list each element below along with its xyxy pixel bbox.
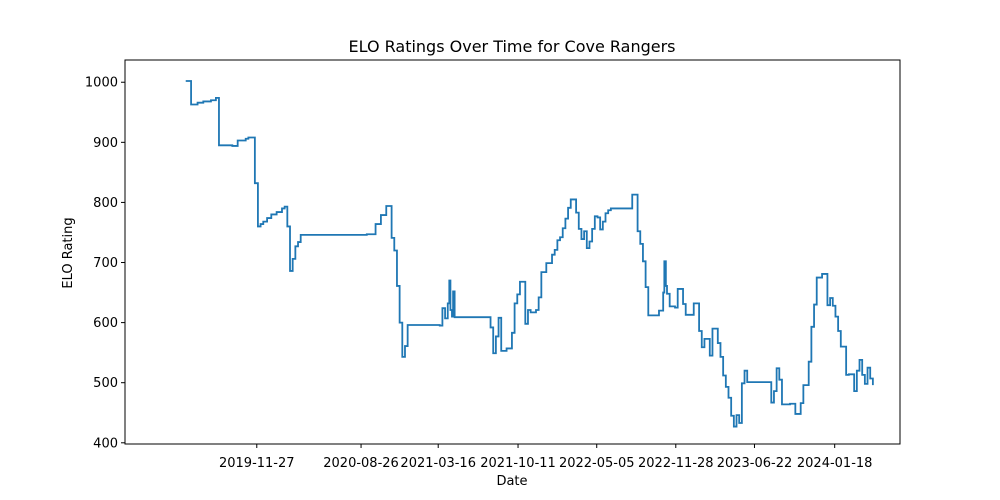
x-tick-label: 2021-10-11 bbox=[480, 456, 556, 471]
axes-frame bbox=[124, 59, 901, 445]
y-tick-label: 600 bbox=[93, 316, 118, 331]
y-tick-label: 800 bbox=[93, 196, 118, 211]
x-tick-label: 2023-06-22 bbox=[717, 456, 793, 471]
x-axis-ticks: 2019-11-27 2020-08-26 2021-03-16 2021-10-11… bbox=[219, 444, 872, 471]
plot-area bbox=[185, 80, 874, 428]
y-axis-ticks: 400 500 600 700 800 900 1000 bbox=[85, 76, 125, 451]
x-tick-label: 2024-01-18 bbox=[797, 456, 873, 471]
x-axis-label: Date bbox=[496, 474, 527, 489]
y-tick-label: 400 bbox=[93, 436, 118, 451]
x-tick-label: 2022-11-28 bbox=[638, 456, 714, 471]
x-tick-label: 2022-05-05 bbox=[559, 456, 635, 471]
y-tick-label: 500 bbox=[93, 376, 118, 391]
x-tick-label: 2020-08-26 bbox=[323, 456, 399, 471]
y-tick-label: 900 bbox=[93, 136, 118, 151]
axes-spines bbox=[124, 59, 901, 445]
y-tick-label: 700 bbox=[93, 256, 118, 271]
elo-series-line bbox=[185, 80, 874, 428]
chart-title: ELO Ratings Over Time for Cove Rangers bbox=[348, 37, 675, 56]
y-axis-label: ELO Rating bbox=[61, 217, 76, 288]
x-tick-label: 2019-11-27 bbox=[219, 456, 295, 471]
y-tick-label: 1000 bbox=[85, 76, 118, 91]
x-tick-label: 2021-03-16 bbox=[400, 456, 476, 471]
